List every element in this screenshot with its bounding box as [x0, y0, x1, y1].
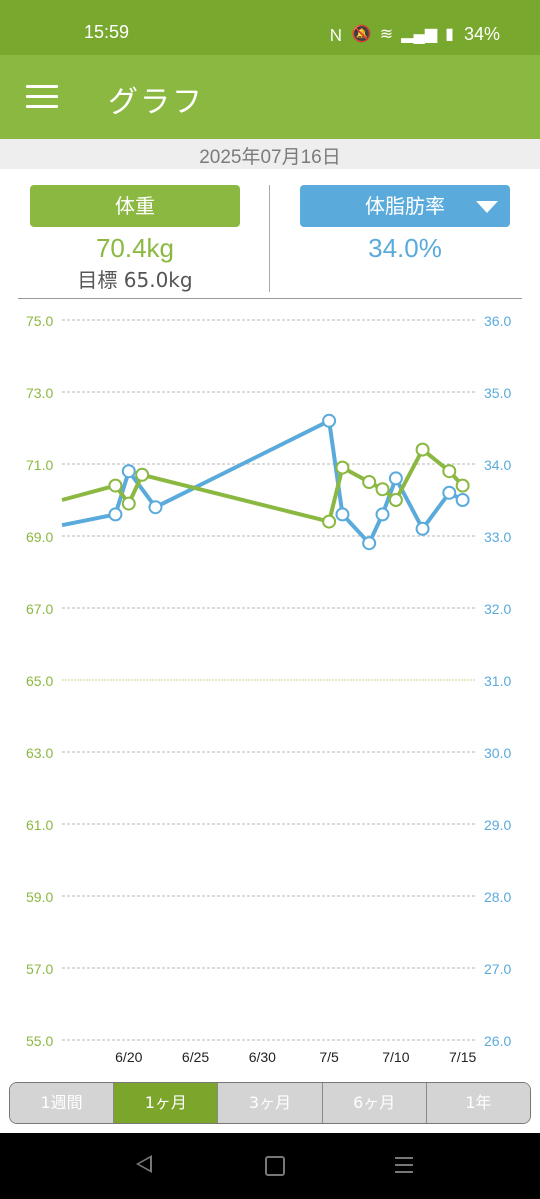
data-point-right: [148, 500, 163, 515]
data-point-left: [415, 442, 430, 457]
data-point-left: [442, 464, 457, 479]
data-point-left: [322, 514, 337, 529]
y-left-tick: 57.0: [26, 961, 53, 977]
y-right-tick: 32.0: [484, 601, 511, 617]
period-tab-3[interactable]: 6ヶ月: [322, 1083, 427, 1123]
y-right-tick: 34.0: [484, 457, 511, 473]
period-tab-2[interactable]: 3ヶ月: [218, 1083, 323, 1123]
data-point-right: [388, 471, 403, 486]
weight-goal: 目標 65.0kg: [77, 268, 193, 292]
caret-down-icon: [476, 201, 498, 213]
battery-percent: 34%: [463, 23, 500, 44]
chart-top-divider: [18, 298, 522, 299]
x-tick-label: 6/20: [115, 1049, 142, 1065]
data-point-left: [121, 496, 136, 511]
fat-select-dropdown[interactable]: 体脂肪率: [300, 185, 510, 227]
data-point-left: [108, 478, 123, 493]
weight-label-button[interactable]: 体重: [30, 185, 240, 227]
wifi-icon: ≋: [379, 26, 394, 43]
data-point-right: [335, 507, 350, 522]
y-right-tick: 27.0: [484, 961, 511, 977]
y-left-tick: 55.0: [26, 1033, 53, 1049]
data-point-right: [108, 507, 123, 522]
data-point-right: [121, 464, 136, 479]
recents-icon[interactable]: [395, 1157, 413, 1178]
page-title: グラフ: [108, 85, 204, 120]
fat-value: 34.0%: [368, 233, 442, 263]
period-tab-4[interactable]: 1年: [426, 1083, 530, 1123]
y-left-tick: 59.0: [26, 889, 53, 905]
y-right-tick: 35.0: [484, 385, 511, 401]
date-bar: 2025年07月16日: [0, 139, 540, 169]
y-left-tick: 63.0: [26, 745, 53, 761]
data-point-right: [322, 413, 337, 428]
y-right-tick: 36.0: [484, 313, 511, 329]
y-right-tick: 30.0: [484, 745, 511, 761]
menu-icon[interactable]: [26, 85, 58, 109]
app-bar: グラフ: [0, 55, 540, 139]
x-tick-label: 7/15: [449, 1049, 476, 1065]
nfc-icon: Ｎ: [327, 28, 344, 45]
data-point-left: [388, 493, 403, 507]
x-tick-label: 6/30: [249, 1049, 276, 1065]
y-right-tick: 33.0: [484, 529, 511, 545]
y-left-tick: 67.0: [26, 601, 53, 617]
tile-divider: [269, 185, 270, 292]
battery-icon: ▮: [445, 26, 454, 43]
status-icons: Ｎ 🔕 ≋ ▂▄▆ ▮ 34%: [328, 22, 500, 46]
fat-tile: 体脂肪率 34.0%: [300, 185, 510, 264]
y-left-tick: 61.0: [26, 817, 53, 833]
fat-label: 体脂肪率: [365, 194, 445, 218]
y-right-tick: 28.0: [484, 889, 511, 905]
series-line-right: [61, 418, 464, 546]
x-tick-label: 7/10: [382, 1049, 409, 1065]
data-point-left: [455, 478, 470, 493]
data-point-left: [375, 482, 390, 497]
data-point-right: [442, 485, 457, 500]
back-icon[interactable]: [136, 1155, 152, 1173]
mute-icon: 🔕: [351, 26, 372, 43]
weight-tile: 体重 70.4kg 目標 65.0kg: [30, 185, 240, 293]
y-left-tick: 73.0: [26, 385, 53, 401]
y-right-tick: 29.0: [484, 817, 511, 833]
data-point-right: [455, 493, 470, 507]
period-tabs: 1週間 1ヶ月 3ヶ月 6ヶ月 1年: [9, 1082, 531, 1124]
y-left-tick: 75.0: [26, 313, 53, 329]
data-point-left: [335, 460, 350, 475]
status-time: 15:59: [84, 22, 130, 42]
y-left-tick: 65.0: [26, 673, 53, 689]
y-left-tick: 69.0: [26, 529, 53, 545]
period-tab-1[interactable]: 1ヶ月: [114, 1083, 219, 1123]
data-point-left: [135, 467, 150, 482]
status-bar: 15:59 Ｎ 🔕 ≋ ▂▄▆ ▮ 34%: [0, 0, 540, 55]
data-point-right: [415, 521, 430, 536]
y-right-tick: 26.0: [484, 1033, 511, 1049]
y-right-tick: 31.0: [484, 673, 511, 689]
data-point-left: [362, 475, 377, 489]
y-left-tick: 71.0: [26, 457, 53, 473]
weight-value: 70.4kg: [95, 233, 175, 263]
period-tab-0[interactable]: 1週間: [10, 1083, 115, 1123]
data-point-right: [375, 507, 390, 522]
x-tick-label: 7/5: [319, 1049, 339, 1065]
current-date: 2025年07月16日: [199, 147, 341, 168]
home-icon[interactable]: [265, 1156, 285, 1176]
chart: 75.0 36.0 73.0 35.0 71.0 34.0 69.0 33.0 67.0 32.0…: [26, 313, 511, 1065]
signal-icon: ▂▄▆: [401, 26, 438, 43]
x-tick-label: 6/25: [182, 1049, 209, 1065]
data-point-right: [362, 536, 377, 551]
nav-bar: [0, 1133, 540, 1199]
